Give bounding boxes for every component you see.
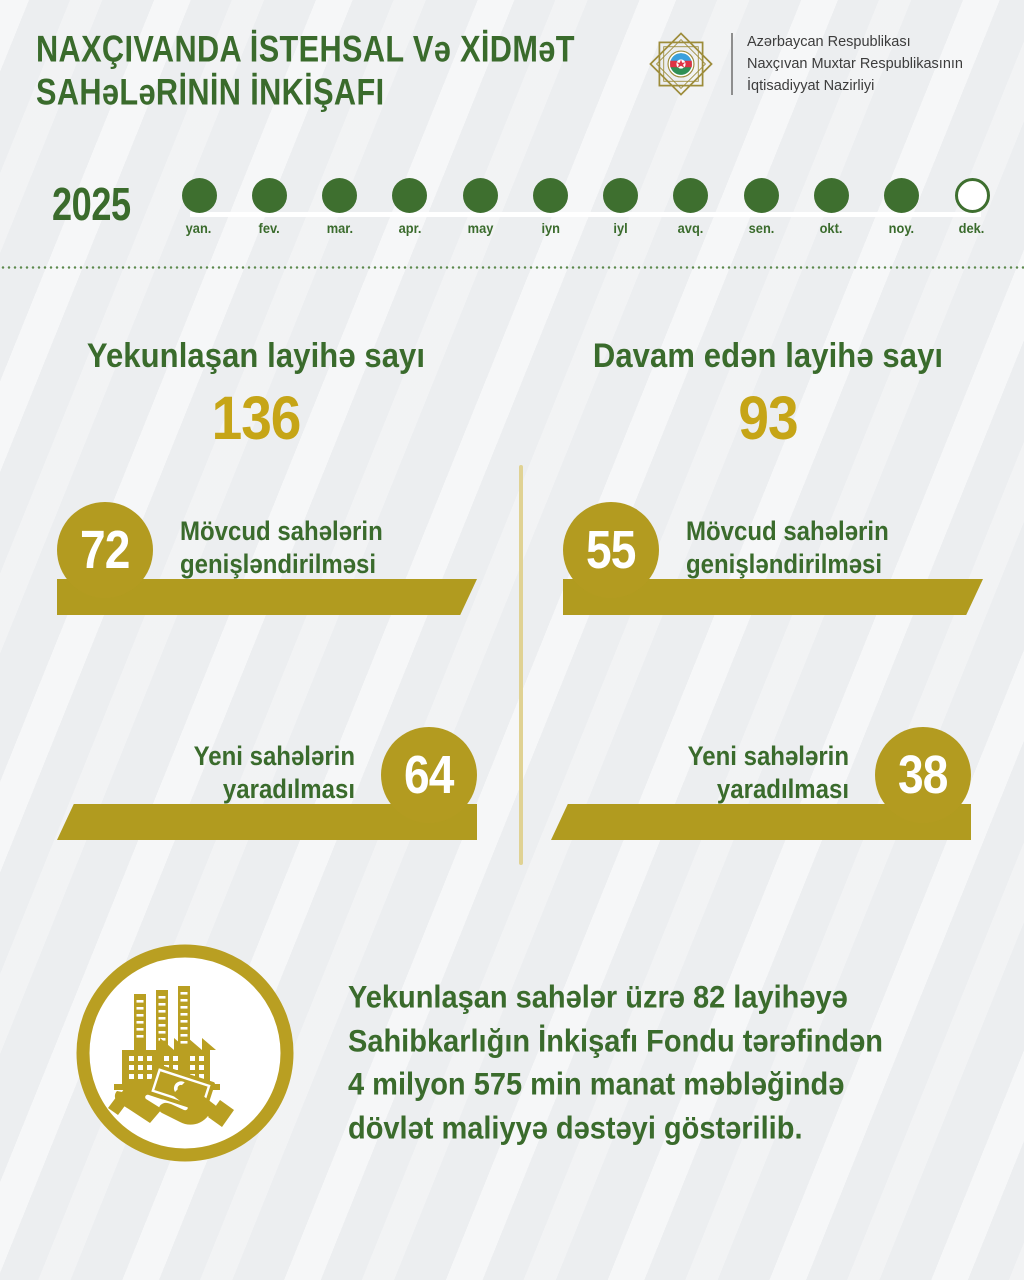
badge-label-line: genişləndirilməsi xyxy=(686,550,883,581)
timeline-month-avq[interactable]: avq. xyxy=(660,178,722,236)
badge-label-line: Mövcud sahələrin xyxy=(180,517,383,547)
month-dot-filled xyxy=(532,178,568,213)
column-heading-ongoing: Davam edən layihə sayı 93 xyxy=(512,336,1024,453)
month-label: mar. xyxy=(326,221,353,236)
azerbaijan-eight-point-star-emblem-icon xyxy=(649,32,713,96)
badge-label-line: genişləndirilməsi xyxy=(180,550,377,581)
month-label: iyl xyxy=(613,221,628,236)
month-label: dek. xyxy=(959,221,985,236)
organization-name: Azərbaycan Respublikası Naxçıvan Muxtar … xyxy=(747,31,963,97)
month-dot-filled xyxy=(251,178,287,213)
badge-label: Yeni sahələrin yaradılması xyxy=(194,741,355,808)
badge-label-line: Yeni sahələrin xyxy=(193,742,355,772)
timeline-month-dek[interactable]: dek. xyxy=(941,178,1003,236)
timeline-month-fev[interactable]: fev. xyxy=(238,178,300,236)
footer-line-4: dövlət maliyyə dəstəyi göstərilib. xyxy=(348,1110,803,1146)
month-dot-filled xyxy=(884,178,920,213)
month-label: okt. xyxy=(820,221,843,236)
badge-label-line: Yeni sahələrin xyxy=(687,742,849,772)
badge-label-line: Mövcud sahələrin xyxy=(686,517,889,547)
badge-number: 38 xyxy=(898,745,948,805)
badge-number: 72 xyxy=(80,520,130,580)
badge-circle: 72 xyxy=(57,502,153,598)
timeline-month-yan[interactable]: yan. xyxy=(168,178,230,236)
badge-label: Mövcud sahələrin genişləndirilməsi xyxy=(686,516,889,583)
timeline-month-may[interactable]: may xyxy=(449,178,511,236)
footer-line-2: Sahibkarlığın İnkişafı Fondu tərəfindən xyxy=(348,1023,883,1059)
month-dot-filled xyxy=(603,178,639,213)
column-value: 93 xyxy=(738,383,798,453)
month-label: yan. xyxy=(186,221,212,236)
factory-money-in-hands-icon xyxy=(76,944,294,1162)
org-line-3: İqtisadiyyat Nazirliyi xyxy=(747,78,875,95)
badge-number: 55 xyxy=(586,520,636,580)
column-title: Yekunlaşan layihə sayı xyxy=(86,336,426,375)
timeline-month-iyl[interactable]: iyl xyxy=(590,178,652,236)
logo-divider xyxy=(731,33,733,95)
month-dot-filled xyxy=(673,178,709,213)
title-line-2: SAHəLəRİNİN İNKİŞAFI xyxy=(36,70,385,112)
footer-statement: Yekunlaşan sahələr üzrə 82 layihəyə Sahi… xyxy=(348,975,988,1149)
section-divider-dotted xyxy=(0,266,1024,269)
badge-label: Yeni sahələrin yaradılması xyxy=(688,741,849,808)
month-dot-filled xyxy=(392,178,428,213)
badge-ongoing-new: 38 Yeni sahələrin yaradılması xyxy=(551,727,971,847)
timeline-rail xyxy=(190,212,981,217)
badge-label-line: yaradılması xyxy=(716,775,849,806)
badge-circle: 55 xyxy=(563,502,659,598)
month-dot-filled xyxy=(181,178,217,213)
page-title: NAXÇIVANDA İSTEHSAL Və XİDMəT SAHəLəRİNİ… xyxy=(36,28,636,114)
timeline-month-mar[interactable]: mar. xyxy=(309,178,371,236)
badge-label-line: yaradılması xyxy=(222,775,355,806)
timeline-year-label: 2025 xyxy=(52,178,131,230)
badge-completed-new: 64 Yeni sahələrin yaradılması xyxy=(57,727,477,847)
month-label: avq. xyxy=(678,221,704,236)
column-divider xyxy=(519,465,523,865)
month-dot-filled xyxy=(322,178,358,213)
badge-completed-expansion: 72 Mövcud sahələrin genişləndirilməsi xyxy=(57,502,477,622)
title-line-1: NAXÇIVANDA İSTEHSAL Və XİDMəT xyxy=(36,27,575,70)
badge-circle: 64 xyxy=(381,727,477,823)
timeline-month-noy[interactable]: noy. xyxy=(871,178,933,236)
month-label: apr. xyxy=(398,221,422,236)
timeline-month-apr[interactable]: apr. xyxy=(379,178,441,236)
timeline-month-iyn[interactable]: iyn xyxy=(519,178,581,236)
month-label: iyn xyxy=(541,221,560,236)
org-line-1: Azərbaycan Respublikası xyxy=(747,33,911,50)
month-label: sen. xyxy=(748,221,774,236)
month-dot-filled xyxy=(743,178,779,213)
column-title: Davam edən layihə sayı xyxy=(592,336,944,375)
timeline-months: yan. fev. mar. apr. may iyn iyl avq. sen. okt. noy… xyxy=(168,178,1003,250)
month-label: fev. xyxy=(258,221,280,236)
year-timeline: 2025 yan. fev. mar. apr. may iyn iyl avq. sen. ok… xyxy=(0,178,1024,250)
month-label: may xyxy=(467,221,493,236)
badge-label: Mövcud sahələrin genişləndirilməsi xyxy=(180,516,383,583)
month-dot-filled xyxy=(462,178,498,213)
org-line-2: Naxçıvan Muxtar Respublikasının xyxy=(747,55,963,72)
month-label: noy. xyxy=(889,221,915,236)
timeline-month-okt[interactable]: okt. xyxy=(800,178,862,236)
month-dot-filled xyxy=(813,178,849,213)
organization-logo: Azərbaycan Respublikası Naxçıvan Muxtar … xyxy=(645,28,963,100)
badge-number: 64 xyxy=(404,745,454,805)
footer-line-1: Yekunlaşan sahələr üzrə 82 layihəyə xyxy=(348,980,848,1015)
month-dot-hollow xyxy=(954,178,990,213)
column-heading-completed: Yekunlaşan layihə sayı 136 xyxy=(0,336,512,453)
badge-circle: 38 xyxy=(875,727,971,823)
column-value: 136 xyxy=(211,383,302,453)
badge-ongoing-expansion: 55 Mövcud sahələrin genişləndirilməsi xyxy=(563,502,983,622)
timeline-month-sen[interactable]: sen. xyxy=(730,178,792,236)
footer-line-3: 4 milyon 575 min manat məbləğində xyxy=(348,1067,845,1102)
header: NAXÇIVANDA İSTEHSAL Və XİDMəT SAHəLəRİNİ… xyxy=(0,0,1024,140)
